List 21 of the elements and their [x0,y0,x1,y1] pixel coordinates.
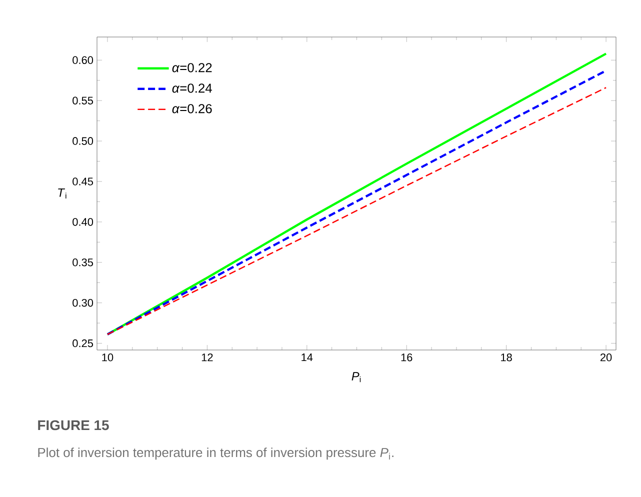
legend-label: α=0.26 [172,104,212,114]
x-axis-title: P$_{i}$ [352,372,361,382]
x-tick-label: 10 [102,354,114,362]
text: FIGURE 15 [38,420,109,430]
legend-label: α=0.22 [172,63,212,72]
y-tick-label: 0.25 [72,339,94,348]
x-tick-label: 16 [401,354,412,362]
y-axis-title: T$_{i}$ [58,188,66,199]
y-tick-label: 0.60 [72,56,94,64]
y-tick-label: 0.55 [72,96,94,104]
y-tick-label: 0.35 [72,258,94,266]
y-tick-label: 0.45 [72,178,94,186]
y-tick-label: 0.50 [72,137,94,145]
x-tick-label: 12 [202,354,213,362]
x-tick-label: 18 [501,354,512,362]
text: Plot of inversion temperature in terms of inversion pressure P$_{i}$. [38,448,394,460]
y-tick-label: 0.30 [72,298,94,307]
y-tick-label: 0.40 [72,218,94,226]
x-tick-label: 20 [600,354,612,362]
legend-label: α=0.24 [172,84,212,93]
x-tick-label: 14 [302,354,313,362]
